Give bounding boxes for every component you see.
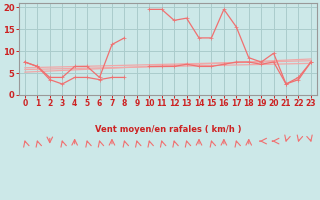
X-axis label: Vent moyen/en rafales ( km/h ): Vent moyen/en rafales ( km/h )	[95, 125, 241, 134]
